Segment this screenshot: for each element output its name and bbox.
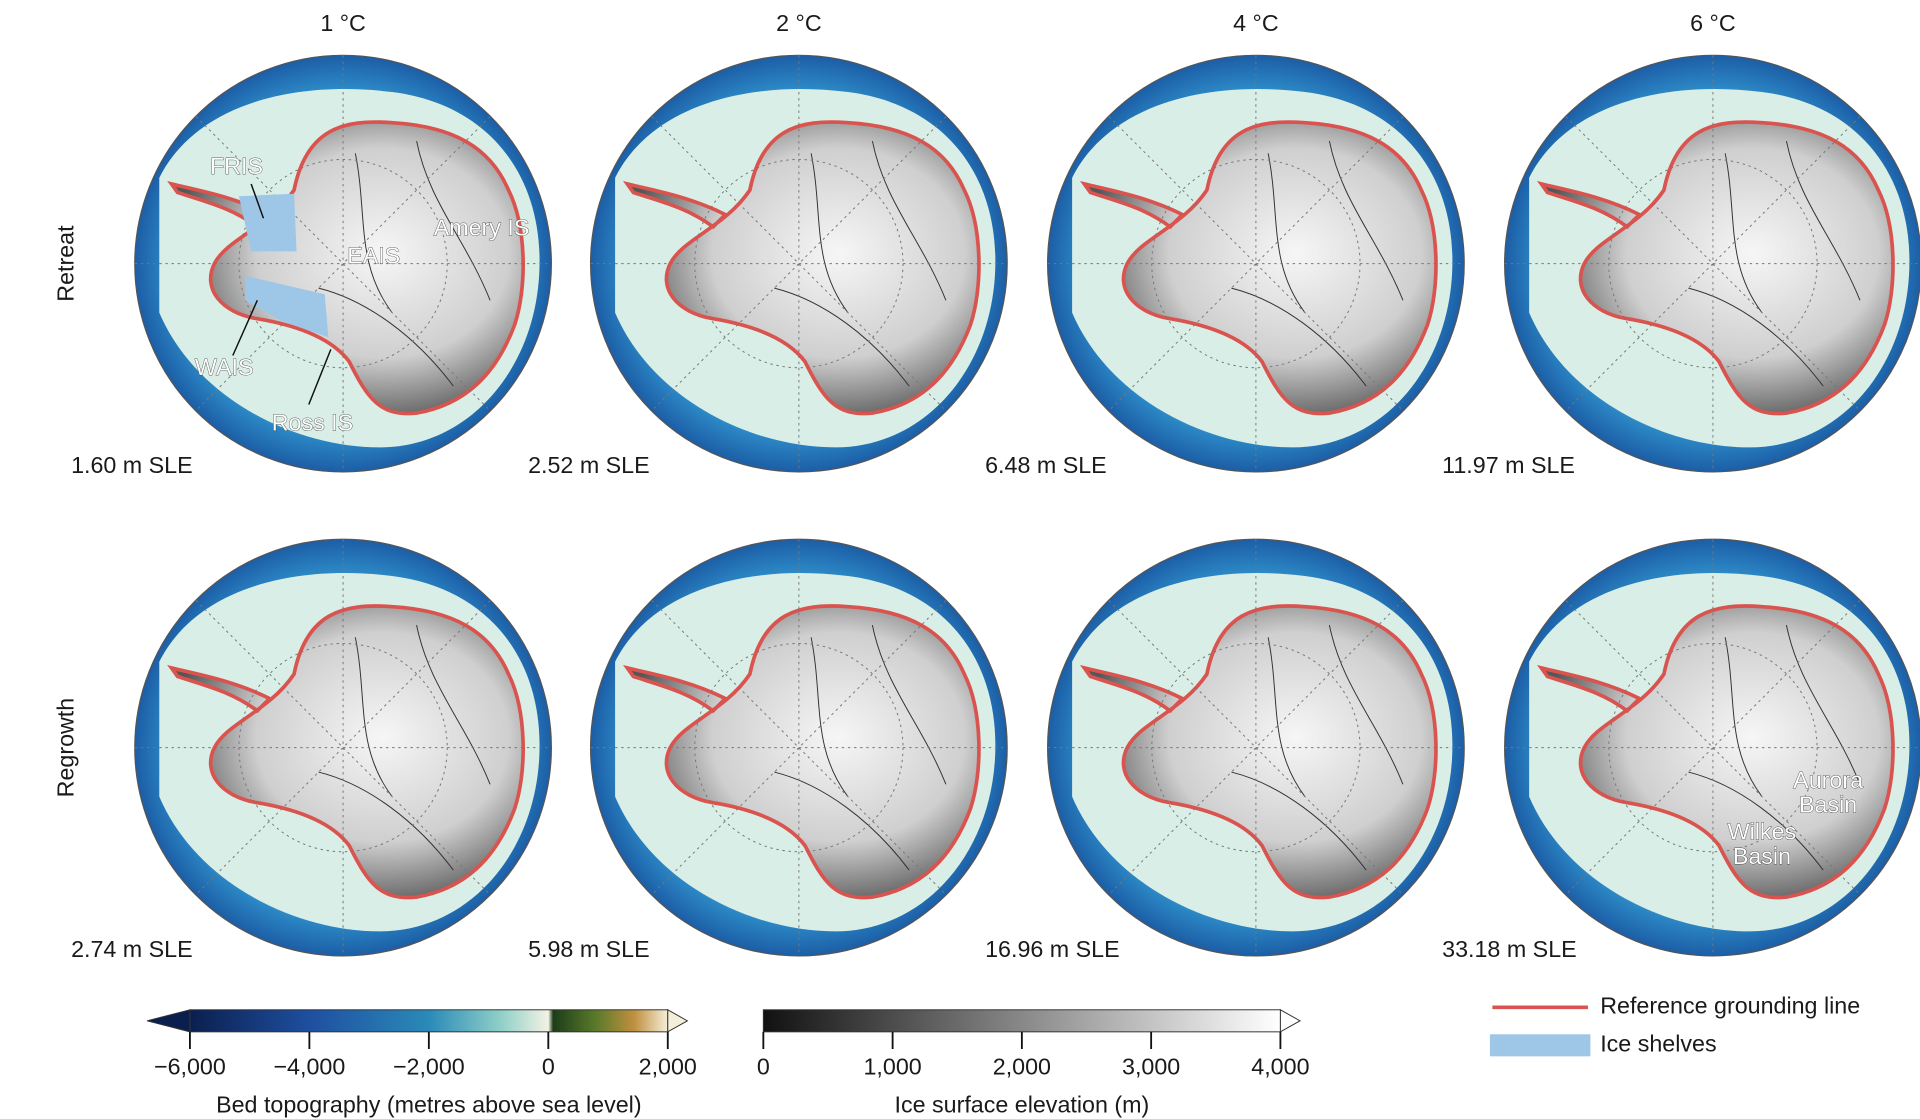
annotation: Basin	[1799, 792, 1857, 818]
sle-label: 6.48 m SLE	[985, 452, 1107, 478]
colorbar-arrow	[146, 1009, 191, 1033]
antarctica-map	[588, 537, 1010, 958]
annotation: Wilkes	[1728, 819, 1797, 845]
annotation: EAIS	[347, 243, 400, 269]
tick-label: 2,000	[993, 1054, 1051, 1080]
legend-label: Ice shelves	[1600, 1030, 1716, 1056]
colorbar-label: Ice surface elevation (m)	[895, 1092, 1150, 1118]
antarctica-map	[1502, 537, 1920, 958]
sle-label: 16.96 m SLE	[985, 936, 1120, 962]
tick-label: −4,000	[273, 1054, 345, 1080]
antarctica-map	[1045, 537, 1467, 958]
sle-label: 2.74 m SLE	[71, 936, 193, 962]
row-label: Regrowth	[53, 698, 79, 798]
sle-label: 1.60 m SLE	[71, 452, 193, 478]
tick-label: 0	[757, 1054, 770, 1080]
column-title: 6 °C	[1690, 10, 1736, 36]
legend-swatch	[1489, 1034, 1591, 1057]
annotation: WAIS	[195, 354, 254, 380]
tick-label: −6,000	[154, 1054, 226, 1080]
annotation: Aurora	[1793, 767, 1863, 793]
annotation: Basin	[1733, 843, 1791, 869]
colorbar-label: Bed topography (metres above sea level)	[216, 1092, 641, 1118]
tick-label: −2,000	[393, 1054, 465, 1080]
tick-label: 1,000	[863, 1054, 921, 1080]
antarctica-map	[132, 537, 554, 958]
colorbar-arrow	[667, 1008, 689, 1033]
antarctica-map	[1502, 53, 1920, 474]
antarctica-map	[1045, 53, 1467, 474]
colorbar-arrow	[1279, 1008, 1302, 1033]
colorbar	[189, 1009, 669, 1033]
annotation: Ross IS	[272, 409, 353, 435]
sle-label: 5.98 m SLE	[528, 936, 650, 962]
colorbar	[762, 1009, 1281, 1033]
maps	[132, 53, 1920, 958]
antarctica-map	[588, 53, 1010, 474]
tick-label: 2,000	[639, 1054, 697, 1080]
tick-label: 3,000	[1122, 1054, 1180, 1080]
annotation: Amery IS	[434, 214, 530, 240]
tick-label: 0	[542, 1054, 555, 1080]
column-title: 4 °C	[1233, 10, 1279, 36]
legend-label: Reference grounding line	[1600, 992, 1860, 1018]
tick-label: 4,000	[1251, 1054, 1309, 1080]
pointer	[232, 183, 332, 405]
sle-label: 11.97 m SLE	[1442, 452, 1575, 478]
ice-shelf	[238, 193, 329, 338]
column-title: 1 °C	[320, 10, 366, 36]
sle-label: 2.52 m SLE	[528, 452, 650, 478]
column-title: 2 °C	[776, 10, 822, 36]
row-label: Retreat	[53, 225, 79, 302]
sle-label: 33.18 m SLE	[1442, 936, 1577, 962]
annotation: FRIS	[210, 153, 263, 179]
